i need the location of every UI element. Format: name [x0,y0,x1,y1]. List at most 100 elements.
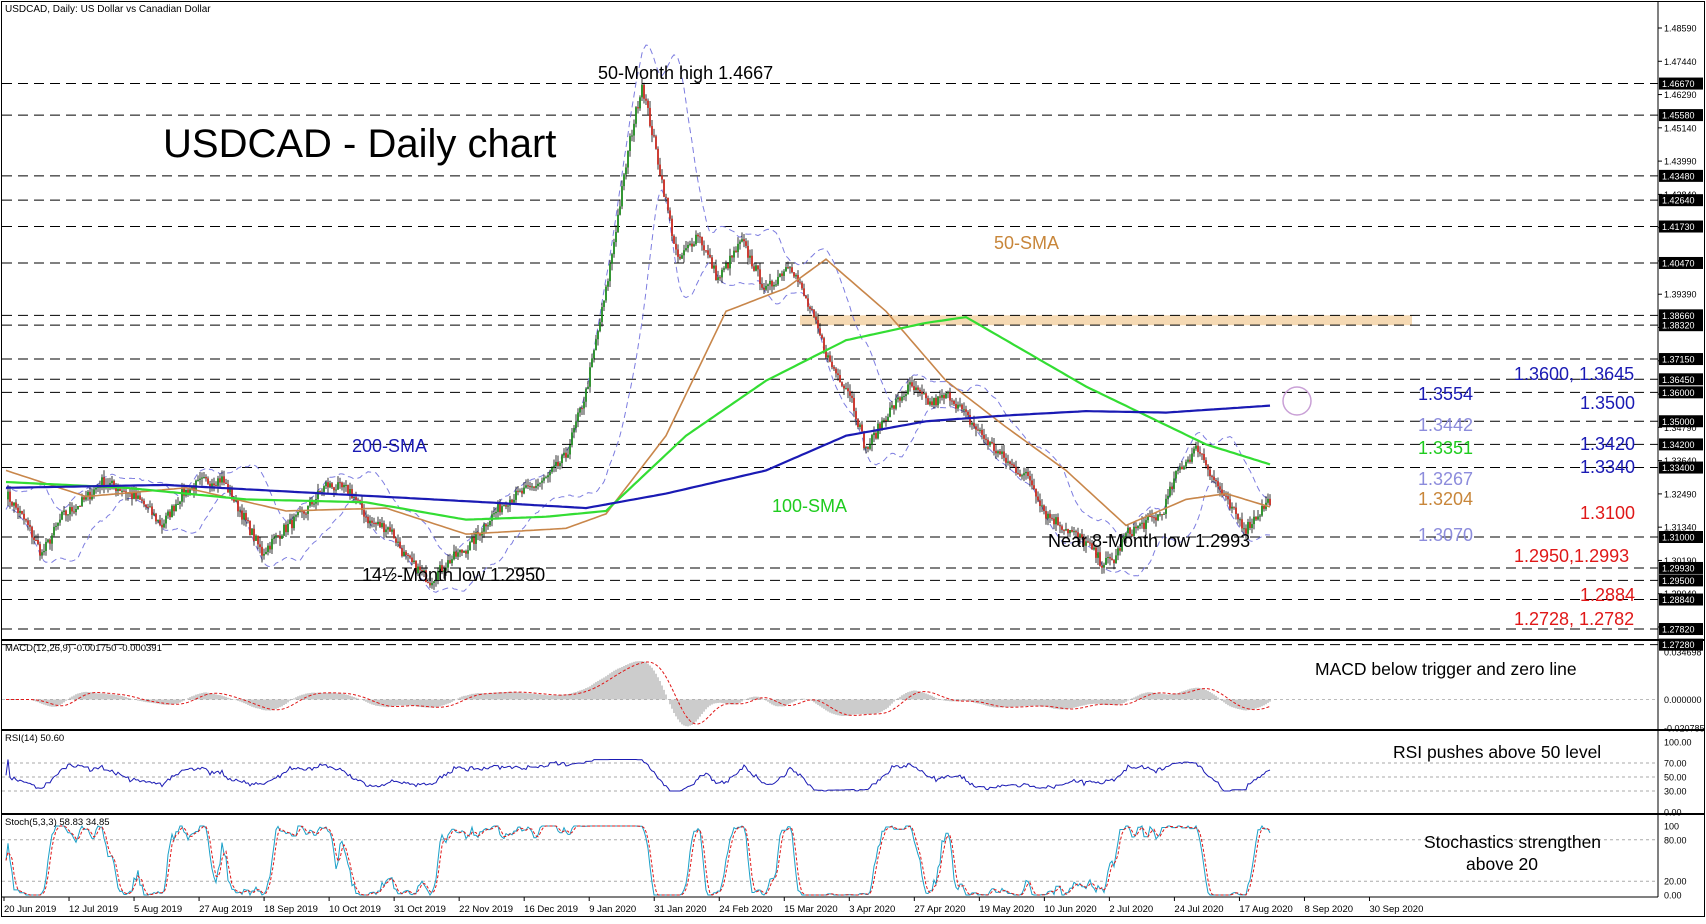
candle-body [659,164,661,176]
candle-body [209,483,211,487]
candle-body [1175,470,1177,479]
candle-body [619,206,621,215]
candle-body [43,550,45,553]
candle-body [65,510,67,516]
candle-body [191,486,193,490]
candle-body [1095,547,1097,558]
candle-body [771,280,773,287]
candle-body [395,538,397,543]
candle-body [51,535,53,544]
candle-body [1003,451,1005,458]
candle-body [717,277,719,281]
candle-body [543,477,545,481]
rsi-axis-label: 50.00 [1664,773,1687,783]
candle-body [251,528,253,536]
candle-body [123,490,125,492]
candle-body [1119,548,1121,551]
bollinger-upper [5,44,1271,557]
candle-body [375,522,377,525]
candle-body [385,529,387,533]
candle-body [799,281,801,283]
candle-body [387,527,389,530]
label-1-3351: 1.3351 [1418,438,1473,458]
candle-body [827,355,829,358]
candle-body [709,254,711,258]
candle-body [1029,476,1031,481]
macd-caption: MACD(12,26,9) -0.001750 -0.000391 [5,643,162,654]
candle-body [753,266,755,271]
candle-body [1155,517,1157,521]
level-price-label: 1.35000 [1662,417,1695,427]
candle-body [115,486,117,491]
candle-body [773,284,775,287]
candle-body [1007,461,1009,463]
candle-body [1069,529,1071,534]
candle-body [1193,448,1195,454]
candle-body [427,582,429,584]
candle-body [425,570,427,583]
level-price-label: 1.31000 [1662,533,1695,543]
candle-body [917,387,919,390]
candle-body [157,519,159,522]
candle-body [63,510,65,512]
candle-body [1269,498,1271,506]
candle-body [695,234,697,245]
candle-body [937,396,939,406]
candle-body [211,483,213,487]
candle-body [1235,507,1237,514]
candle-body [933,397,935,406]
horizontal-levels [2,83,1658,646]
time-tick-label: 31 Jan 2020 [654,904,706,915]
candle-body [29,524,31,527]
axis-tick-label: 1.33640 [1664,456,1697,466]
candle-body [803,288,805,296]
candle-body [1117,548,1119,556]
level-price-label: 1.29930 [1662,563,1695,573]
candle-body [629,136,631,151]
candle-body [735,250,737,253]
candle-body [119,488,121,492]
candle-body [439,565,441,572]
candle-body [1041,505,1043,507]
candle-body [1187,459,1189,462]
candle-body [721,269,723,278]
candle-body [149,506,151,508]
candle-body [1067,529,1069,534]
time-tick-label: 15 Mar 2020 [784,904,837,915]
candle-body [85,495,87,500]
candle-body [377,521,379,525]
candle-body [801,282,803,289]
candle-body [1085,541,1087,546]
candle-body [37,540,39,545]
candle-body [1139,523,1141,526]
candle-body [977,429,979,431]
time-tick-label: 10 Jun 2020 [1044,904,1096,915]
bollinger-bands [5,44,1271,593]
candle-body [719,277,721,279]
candle-body [1081,534,1083,538]
candle-body [995,450,997,454]
candle-body [215,485,217,487]
candle-body [403,551,405,557]
candle-body [1247,521,1249,534]
candle-body [665,196,667,198]
stoch-axis-label: 0.00 [1664,891,1682,901]
candle-body [505,505,507,507]
candle-body [633,123,635,136]
time-tick-label: 30 Sep 2020 [1369,904,1423,915]
level-price-label: 1.41730 [1662,222,1695,232]
candle-body [981,429,983,435]
candle-body [749,255,751,258]
candle-body [383,523,385,533]
candle-body [459,549,461,553]
candle-body [613,242,615,255]
candle-body [1063,529,1065,531]
candle-body [1245,528,1247,534]
candle-body [1131,534,1133,537]
axis-tick-label: 1.48590 [1664,24,1697,34]
candle-body [595,339,597,351]
candle-body [263,553,265,556]
candle-body [335,489,337,491]
candle-body [835,368,837,374]
candle-body [871,435,873,445]
